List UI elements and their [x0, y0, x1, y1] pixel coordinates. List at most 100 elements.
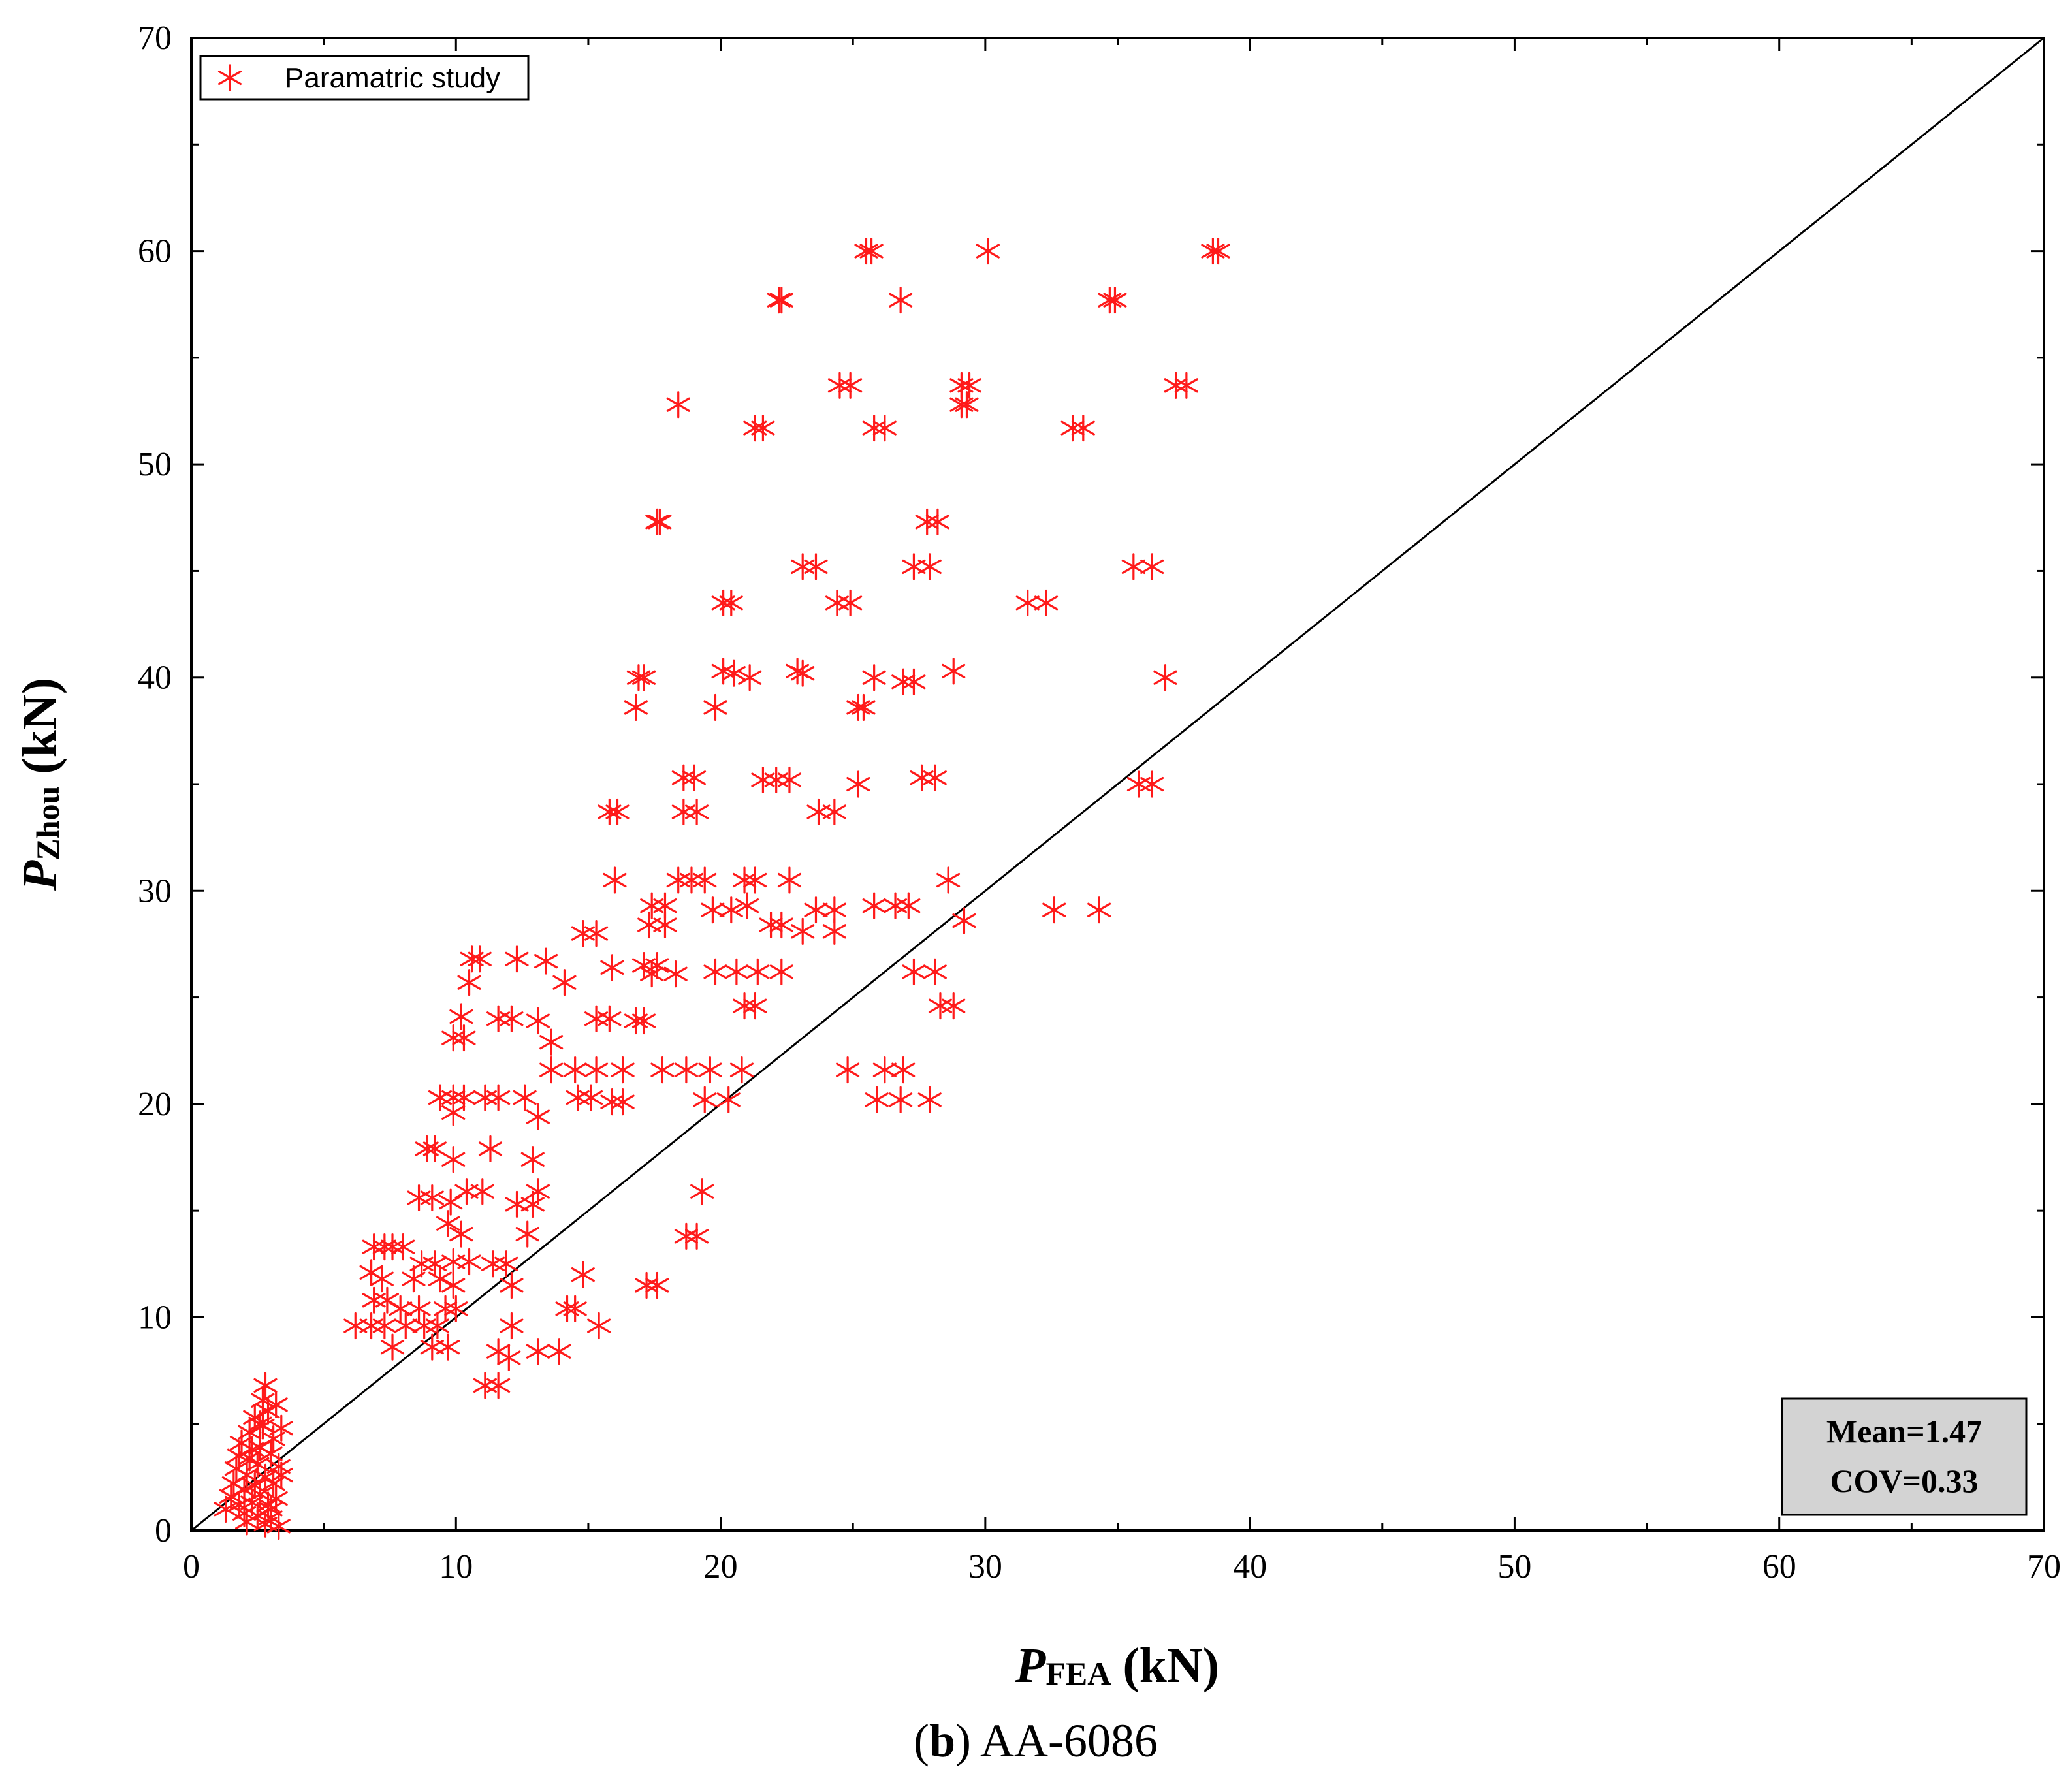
data-point [1153, 664, 1177, 691]
x-axis-title: PFEA (kN) [1015, 1638, 1219, 1693]
data-point [693, 1086, 717, 1113]
data-point [240, 1436, 264, 1463]
data-point [486, 1084, 511, 1111]
data-point [846, 693, 870, 722]
data-point [685, 1222, 709, 1250]
reference-line [191, 37, 2045, 1532]
x-axis-title-unit: (kN) [1123, 1638, 1219, 1693]
data-point [497, 1344, 521, 1372]
figure-caption: (b) AA-6086 [914, 1715, 1158, 1767]
data-point [539, 1028, 564, 1056]
data-point [584, 919, 609, 947]
data-point [674, 1056, 698, 1084]
data-point [624, 693, 648, 722]
data-point [520, 1146, 545, 1173]
x-tick-label: 0 [183, 1548, 200, 1585]
legend-label: Paramatric study [285, 62, 500, 94]
data-point [1121, 553, 1145, 580]
legend-box [199, 55, 530, 101]
data-point [645, 1271, 669, 1299]
data-point [1042, 896, 1066, 924]
data-point [846, 770, 870, 798]
data-point [505, 945, 529, 973]
data-point [645, 508, 669, 535]
data-point [838, 372, 863, 399]
data-point [520, 1190, 545, 1218]
data-point [777, 866, 801, 894]
data-point [791, 917, 815, 945]
data-point [952, 907, 976, 934]
data-point [269, 1461, 293, 1489]
data-point [854, 237, 878, 265]
data-point [214, 1495, 238, 1523]
data-point [902, 668, 926, 695]
data-point [703, 693, 727, 722]
x-tick-label: 40 [1233, 1548, 1267, 1585]
data-point [917, 1086, 942, 1113]
data-point [389, 1295, 413, 1322]
data-point [648, 508, 672, 535]
legend: Paramatric study [199, 55, 530, 101]
x-tick-label: 20 [704, 1548, 738, 1585]
data-point [380, 1233, 405, 1261]
data-point [631, 664, 656, 691]
y-tick-label: 20 [138, 1086, 172, 1123]
data-point [526, 1178, 550, 1205]
data-point [769, 287, 793, 314]
data-point [653, 911, 677, 939]
y-tick-label: 50 [138, 446, 172, 483]
data-point [264, 1391, 288, 1418]
data-point [259, 1495, 283, 1523]
data-point [269, 1414, 293, 1442]
data-point [949, 391, 974, 419]
data-point [1140, 553, 1164, 580]
reference-line-group [191, 37, 2045, 1532]
data-point [444, 1295, 468, 1322]
data-point [838, 589, 863, 617]
data-point [552, 969, 577, 996]
data-point [248, 1410, 272, 1438]
data-point [955, 391, 979, 419]
data-point [751, 415, 775, 442]
data-point [872, 415, 897, 442]
data-point [743, 866, 767, 894]
data-point [862, 892, 886, 919]
data-point [425, 1312, 449, 1340]
data-point [1103, 287, 1127, 314]
data-point [441, 1271, 466, 1299]
data-point [449, 1220, 473, 1248]
y-axis-title-main: P [12, 860, 67, 891]
data-point [836, 1056, 860, 1084]
data-point [917, 553, 942, 580]
data-point [701, 896, 725, 924]
data-point [769, 958, 793, 985]
data-point [767, 287, 791, 314]
data-point [738, 664, 762, 691]
data-point [674, 1222, 698, 1250]
data-point [370, 1265, 394, 1293]
data-point [889, 287, 913, 314]
data-point [235, 1508, 259, 1536]
data-point [605, 798, 630, 826]
data-point [478, 1135, 503, 1163]
data-point [500, 1312, 524, 1340]
data-point [1206, 237, 1230, 265]
data-point [1087, 896, 1111, 924]
data-point [539, 1056, 564, 1084]
data-point [407, 1295, 431, 1322]
data-point [449, 1003, 473, 1030]
data-point [666, 391, 690, 419]
data-point [743, 992, 767, 1020]
data-point [957, 372, 981, 399]
data-point [526, 1338, 550, 1365]
data-point [862, 415, 886, 442]
data-point [402, 1265, 426, 1293]
data-point [1060, 415, 1085, 442]
data-point [804, 896, 828, 924]
data-point [891, 1056, 916, 1084]
data-point [902, 958, 926, 985]
data-point [611, 1088, 635, 1116]
data-point [626, 664, 650, 691]
data-point [769, 911, 793, 939]
